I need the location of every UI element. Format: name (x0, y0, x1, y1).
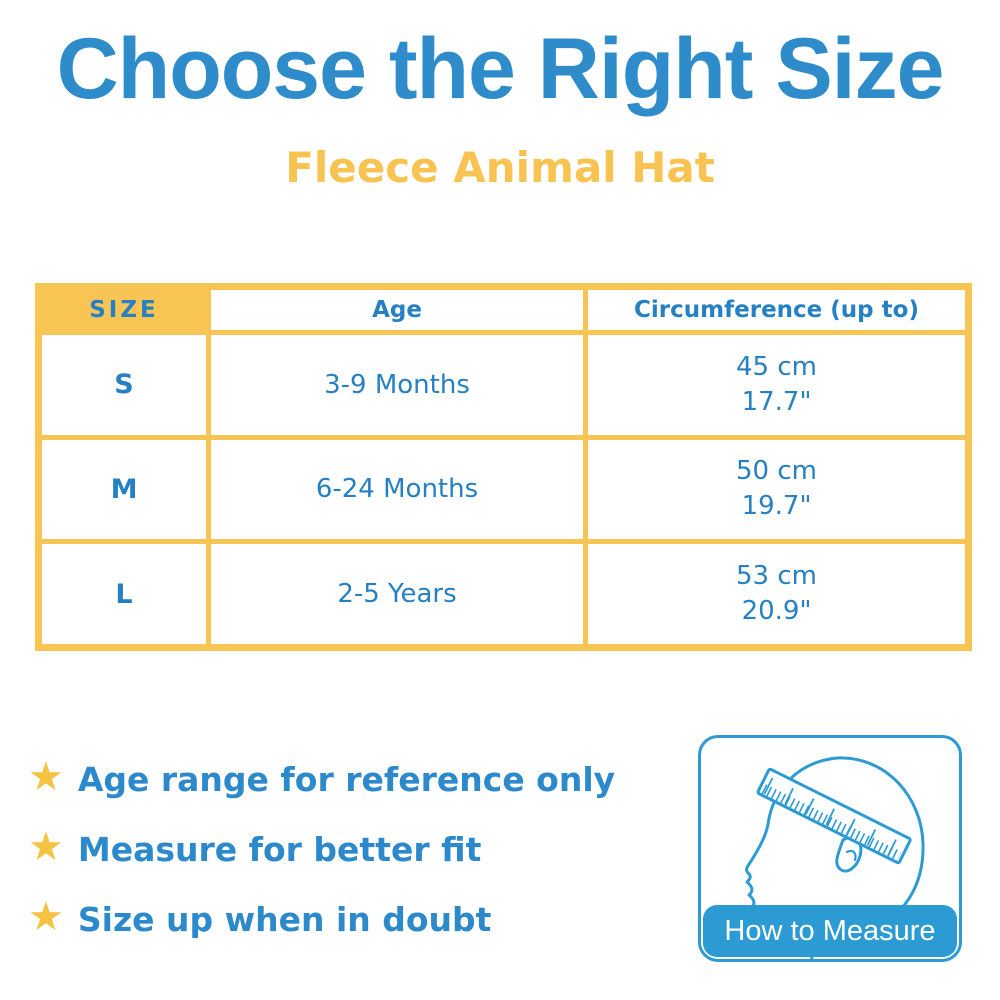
list-item: ★ Age range for reference only (28, 756, 615, 802)
list-item: ★ Size up when in doubt (28, 896, 615, 942)
circumference-inches: 20.9" (741, 596, 812, 627)
table-row: L 2-5 Years 53 cm 20.9" (36, 539, 971, 650)
table-row: S 3-9 Months 45 cm 17.7" (36, 330, 971, 440)
note-text: Measure for better fit (77, 829, 482, 869)
note-text: Age range for reference only (77, 759, 616, 799)
star-icon: ★ (28, 755, 64, 799)
size-value: L (36, 539, 211, 650)
column-header-age: Age (206, 283, 588, 336)
age-value: 6-24 Months (206, 434, 588, 545)
how-to-measure-panel: How to Measure (698, 735, 962, 962)
fit-notes-list: ★ Age range for reference only ★ Measure… (28, 756, 615, 966)
star-icon: ★ (28, 825, 64, 869)
size-value: M (36, 434, 211, 545)
circumference-cm: 53 cm (736, 560, 817, 591)
product-subtitle: Fleece Animal Hat (285, 143, 715, 192)
circumference-value: 50 cm 19.7" (583, 434, 971, 545)
list-item: ★ Measure for better fit (28, 826, 615, 872)
circumference-inches: 17.7" (741, 386, 812, 417)
page-title: Choose the Right Size (56, 21, 945, 117)
column-header-size: SIZE (36, 283, 211, 336)
how-to-measure-label: How to Measure (703, 905, 957, 957)
circumference-value: 53 cm 20.9" (583, 539, 971, 650)
column-header-circumference: Circumference (up to) (583, 283, 971, 336)
size-value: S (36, 330, 211, 440)
circumference-cm: 45 cm (736, 351, 817, 382)
table-row: M 6-24 Months 50 cm 19.7" (36, 434, 971, 545)
star-icon: ★ (28, 895, 64, 939)
circumference-value: 45 cm 17.7" (583, 330, 971, 440)
circumference-inches: 19.7" (741, 491, 812, 522)
table-header-row: SIZE Age Circumference (up to) (36, 283, 971, 336)
age-value: 2-5 Years (206, 539, 588, 650)
age-value: 3-9 Months (206, 330, 588, 440)
size-chart-table: SIZE Age Circumference (up to) S 3-9 Mon… (35, 283, 972, 651)
circumference-cm: 50 cm (736, 456, 817, 487)
note-text: Size up when in doubt (77, 899, 492, 939)
